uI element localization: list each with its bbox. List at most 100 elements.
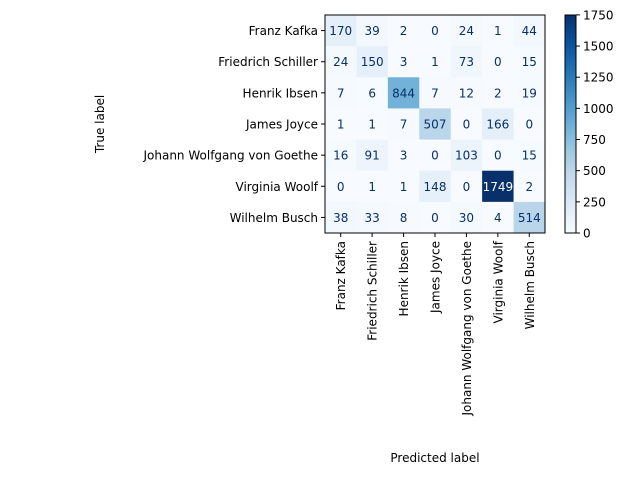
cell-value-label: 507 xyxy=(424,118,447,132)
cell-value-label: 0 xyxy=(337,180,345,194)
cell-value-label: 3 xyxy=(400,55,408,69)
cell-value-label: 16 xyxy=(333,149,348,163)
y-tick-label: Henrik Ibsen xyxy=(243,86,318,100)
x-tick-label: Franz Kafka xyxy=(334,241,348,310)
x-tick-label: Henrik Ibsen xyxy=(397,241,411,316)
matrix-cell xyxy=(356,77,389,109)
matrix-cell xyxy=(450,201,483,234)
y-tick-label: Wilhelm Busch xyxy=(230,211,318,225)
cell-value-label: 166 xyxy=(486,118,509,132)
x-axis-title: Predicted label xyxy=(390,451,479,465)
colorbar-tick-label: 750 xyxy=(583,133,606,147)
matrix-cell xyxy=(450,46,483,78)
cell-value-label: 8 xyxy=(400,211,408,225)
matrix-cell xyxy=(482,46,515,78)
cell-value-label: 170 xyxy=(329,24,352,38)
cell-value-label: 24 xyxy=(459,24,474,38)
colorbar-gradient xyxy=(564,14,577,234)
y-tick-label: Franz Kafka xyxy=(249,24,318,38)
matrix-cell xyxy=(387,170,420,203)
matrix-cell xyxy=(513,139,546,172)
matrix-cell xyxy=(482,201,515,234)
cell-value-label: 148 xyxy=(424,180,447,194)
cell-value-label: 73 xyxy=(459,55,474,69)
colorbar-tick-label: 1750 xyxy=(583,8,614,22)
matrix-cell xyxy=(482,15,515,47)
matrix-cell xyxy=(356,139,389,172)
cell-value-label: 15 xyxy=(522,149,537,163)
cell-value-label: 12 xyxy=(459,86,474,100)
cell-value-label: 1749 xyxy=(483,180,514,194)
matrix-cell xyxy=(419,108,452,141)
cell-value-label: 7 xyxy=(400,118,408,132)
cell-value-label: 7 xyxy=(431,86,439,100)
matrix-cell xyxy=(387,15,420,47)
cell-value-label: 0 xyxy=(431,24,439,38)
matrix-cell xyxy=(482,77,515,109)
matrix-cell xyxy=(513,108,546,141)
cell-value-label: 6 xyxy=(368,86,376,100)
cell-value-label: 2 xyxy=(400,24,408,38)
colorbar-tick-label: 0 xyxy=(583,227,591,241)
cell-value-label: 33 xyxy=(365,211,380,225)
colorbar-tick-label: 500 xyxy=(583,164,606,178)
x-tick-label: Friedrich Schiller xyxy=(366,241,380,341)
matrix-cell xyxy=(450,77,483,109)
cell-value-label: 1 xyxy=(431,55,439,69)
matrix-cell xyxy=(325,139,357,172)
colorbar-tick-label: 1500 xyxy=(583,40,614,54)
cell-value-label: 0 xyxy=(463,118,471,132)
cell-value-label: 1 xyxy=(400,180,408,194)
matrix-cell xyxy=(325,15,357,47)
cell-value-label: 3 xyxy=(400,149,408,163)
matrix-cell xyxy=(513,201,546,234)
matrix-cell xyxy=(513,15,546,47)
matrix-cell xyxy=(450,108,483,141)
matrix-cell xyxy=(450,170,483,203)
y-tick-label: Johann Wolfgang von Goethe xyxy=(142,149,318,163)
cell-value-label: 1 xyxy=(337,118,345,132)
matrix-cell xyxy=(387,77,420,109)
cell-value-label: 15 xyxy=(522,55,537,69)
cell-value-label: 2 xyxy=(494,86,502,100)
matrix-cell xyxy=(513,46,546,78)
matrix-cell xyxy=(325,201,357,234)
cell-value-label: 0 xyxy=(463,180,471,194)
cell-value-label: 91 xyxy=(365,149,380,163)
cell-value-label: 1 xyxy=(368,118,376,132)
cell-value-label: 39 xyxy=(365,24,380,38)
matrix-cell xyxy=(419,201,452,234)
cell-value-label: 4 xyxy=(494,211,502,225)
matrix-cell xyxy=(482,170,515,203)
matrix-cell xyxy=(419,15,452,47)
colorbar-tick-label: 1000 xyxy=(583,102,614,116)
matrix-cell xyxy=(482,139,515,172)
cell-value-label: 0 xyxy=(494,55,502,69)
matrix-cell xyxy=(482,108,515,141)
matrix-cell xyxy=(387,139,420,172)
cell-value-label: 150 xyxy=(361,55,384,69)
cell-value-label: 44 xyxy=(522,24,537,38)
y-tick-label: Friedrich Schiller xyxy=(218,55,318,69)
cell-value-label: 38 xyxy=(333,211,348,225)
matrix-cell xyxy=(356,170,389,203)
matrix-cell xyxy=(450,139,483,172)
y-tick-label: Virginia Woolf xyxy=(236,180,319,194)
matrix-cell xyxy=(419,170,452,203)
cell-value-label: 0 xyxy=(525,118,533,132)
matrix-cell xyxy=(325,170,357,203)
matrix-cell xyxy=(513,77,546,109)
x-tick-label: James Joyce xyxy=(429,241,443,314)
matrix-cell xyxy=(419,46,452,78)
matrix-cell xyxy=(387,108,420,141)
cell-value-label: 0 xyxy=(494,149,502,163)
y-axis-title: True label xyxy=(93,95,107,154)
cell-value-label: 1 xyxy=(494,24,502,38)
matrix-cell xyxy=(325,46,357,78)
colorbar-tick-label: 250 xyxy=(583,195,606,209)
matrix-cell xyxy=(356,201,389,234)
x-tick-label: Virginia Woolf xyxy=(491,240,505,323)
cell-value-label: 30 xyxy=(459,211,474,225)
